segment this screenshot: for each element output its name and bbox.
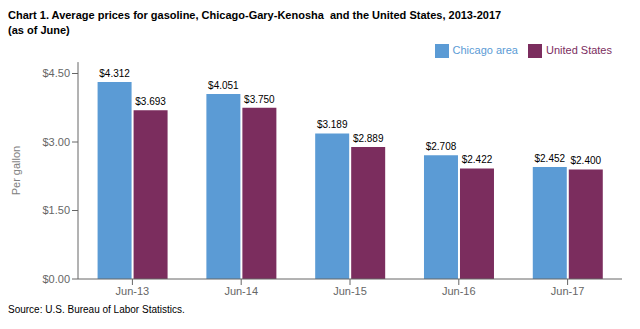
svg-text:$4.312: $4.312 — [99, 68, 130, 79]
svg-text:$0.00: $0.00 — [42, 273, 70, 285]
svg-text:$3.750: $3.750 — [244, 94, 275, 105]
svg-text:$4.051: $4.051 — [208, 80, 239, 91]
svg-text:$4.50: $4.50 — [42, 67, 70, 79]
html-text:United States: United States — [546, 44, 612, 56]
svg-text:Jun-14: Jun-14 — [224, 285, 258, 297]
html-text:Chicago area: Chicago area — [452, 44, 518, 56]
svg-text:$3.693: $3.693 — [135, 96, 166, 107]
svg-text:Jun-15: Jun-15 — [333, 285, 367, 297]
svg-text:$3.00: $3.00 — [42, 136, 70, 148]
svg-text:$2.422: $2.422 — [462, 154, 493, 165]
svg-text:Jun-16: Jun-16 — [442, 285, 476, 297]
svg-text:$3.189: $3.189 — [317, 119, 348, 130]
svg-text:$2.889: $2.889 — [353, 133, 384, 144]
svg-text:Per gallon: Per gallon — [10, 146, 22, 196]
svg-text:$1.50: $1.50 — [42, 204, 70, 216]
svg-text:$2.400: $2.400 — [570, 155, 601, 166]
html-text:Chart 1. Average prices for ga: Chart 1. Average prices for gasoline, Ch… — [8, 9, 502, 21]
html-text:Source: U.S. Bureau of Labor S: Source: U.S. Bureau of Labor Statistics. — [8, 304, 185, 315]
svg-text:Jun-13: Jun-13 — [116, 285, 150, 297]
svg-text:Jun-17: Jun-17 — [551, 285, 585, 297]
svg-text:$2.708: $2.708 — [426, 141, 457, 152]
svg-text:$2.452: $2.452 — [534, 153, 565, 164]
html-text:(as of June): (as of June) — [8, 24, 70, 36]
